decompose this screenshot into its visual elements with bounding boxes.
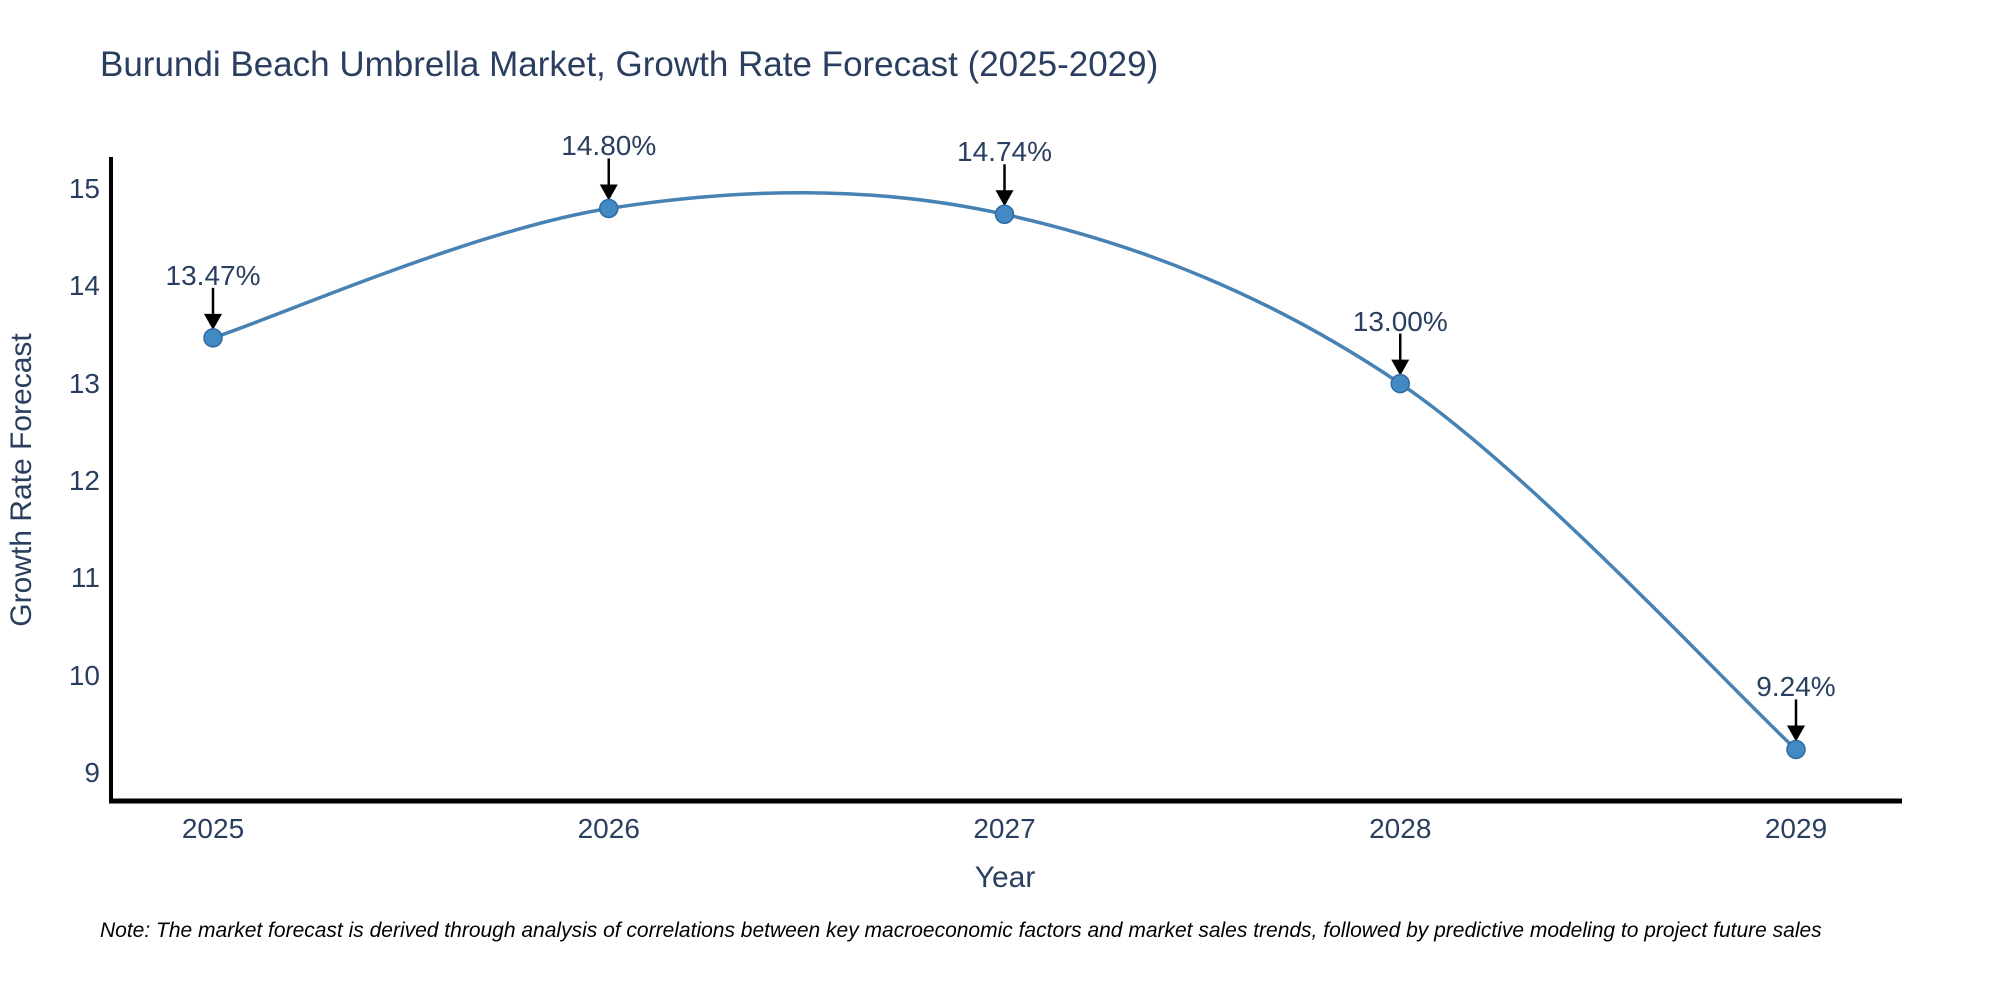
data-point-marker[interactable] [599,198,619,219]
annotation-arrow-head [995,190,1014,207]
chart-title: Burundi Beach Umbrella Market, Growth Ra… [100,45,1159,84]
data-point-value-label: 13.00% [1352,305,1448,337]
y-tick-label: 12 [68,464,100,496]
footnote: Note: The market forecast is derived thr… [100,919,1822,942]
y-tick-label: 15 [68,173,100,204]
y-tick-label: 10 [68,659,100,691]
y-tick-label: 13 [68,367,100,399]
annotation-arrow-head [1787,725,1805,742]
x-axis-title: Year [974,861,1036,894]
data-point-value-label: 13.47% [165,259,261,291]
data-point-marker[interactable] [203,328,223,348]
annotation-arrow-head [204,313,222,330]
y-tick-label: 9 [84,756,100,788]
data-point-value-label: 14.80% [561,130,657,162]
data-point-marker[interactable] [994,204,1015,225]
y-axis-title: Growth Rate Forecast [5,333,38,627]
x-tick-label: 2028 [1369,813,1432,844]
data-point-marker[interactable] [1390,373,1410,394]
y-tick-label: 11 [70,562,100,594]
forecast-line [212,190,1798,751]
data-point-marker[interactable] [1786,739,1806,760]
annotation-arrow-head [1391,359,1410,376]
data-point-value-label: 14.74% [957,136,1052,168]
x-tick-label: 2026 [577,813,640,844]
annotation-arrow-head [599,184,618,201]
data-point-value-label: 9.24% [1756,671,1836,703]
y-tick-label: 14 [68,270,100,302]
x-tick-label: 2027 [973,813,1036,844]
x-tick-label: 2029 [1764,813,1828,844]
x-tick-label: 2025 [181,813,245,844]
